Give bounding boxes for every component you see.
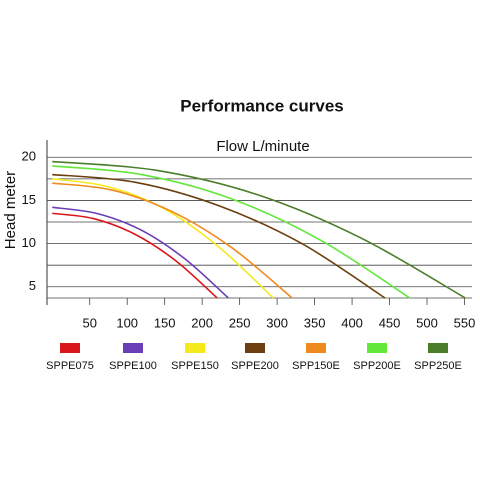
curve <box>52 178 274 299</box>
x-tick-label: 50 <box>82 315 96 330</box>
chart-title: Performance curves <box>180 96 343 115</box>
x-tick-label: 550 <box>454 315 476 330</box>
chart-subtitle: Flow L/minute <box>216 138 309 155</box>
y-tick-label: 5 <box>29 278 36 293</box>
legend-label: SPPE100 <box>109 360 157 372</box>
x-tick-label: 200 <box>191 315 213 330</box>
legend-label: SPP200E <box>353 360 401 372</box>
legend-swatch <box>367 343 387 353</box>
curve <box>52 173 386 299</box>
x-tick-label: 100 <box>116 315 138 330</box>
y-tick-label: 10 <box>22 235 36 250</box>
legend-label: SPPE200 <box>231 360 279 372</box>
legend-swatch <box>428 343 448 353</box>
x-tick-label: 400 <box>341 315 363 330</box>
legend-swatch <box>123 343 143 353</box>
y-tick-label: 20 <box>22 149 36 164</box>
legend-label: SPPE150 <box>171 360 219 372</box>
y-axis-label: Head meter <box>2 171 19 249</box>
x-tick-label: 250 <box>229 315 251 330</box>
legend-label: SPP250E <box>414 360 462 372</box>
y-tick-label: 15 <box>22 192 36 207</box>
curve <box>52 206 229 299</box>
legend-swatch <box>60 343 80 353</box>
legend-label: SPPE075 <box>46 360 94 372</box>
curve <box>52 182 293 299</box>
x-tick-label: 450 <box>379 315 401 330</box>
legend-label: SPP150E <box>292 360 340 372</box>
curve <box>52 160 466 299</box>
legend-swatch <box>185 343 205 353</box>
x-tick-label: 500 <box>416 315 438 330</box>
x-tick-label: 350 <box>304 315 326 330</box>
legend-swatch <box>306 343 326 353</box>
x-tick-label: 150 <box>154 315 176 330</box>
legend-swatch <box>245 343 265 353</box>
curve <box>52 165 411 299</box>
x-tick-label: 300 <box>266 315 288 330</box>
curve <box>52 212 218 299</box>
